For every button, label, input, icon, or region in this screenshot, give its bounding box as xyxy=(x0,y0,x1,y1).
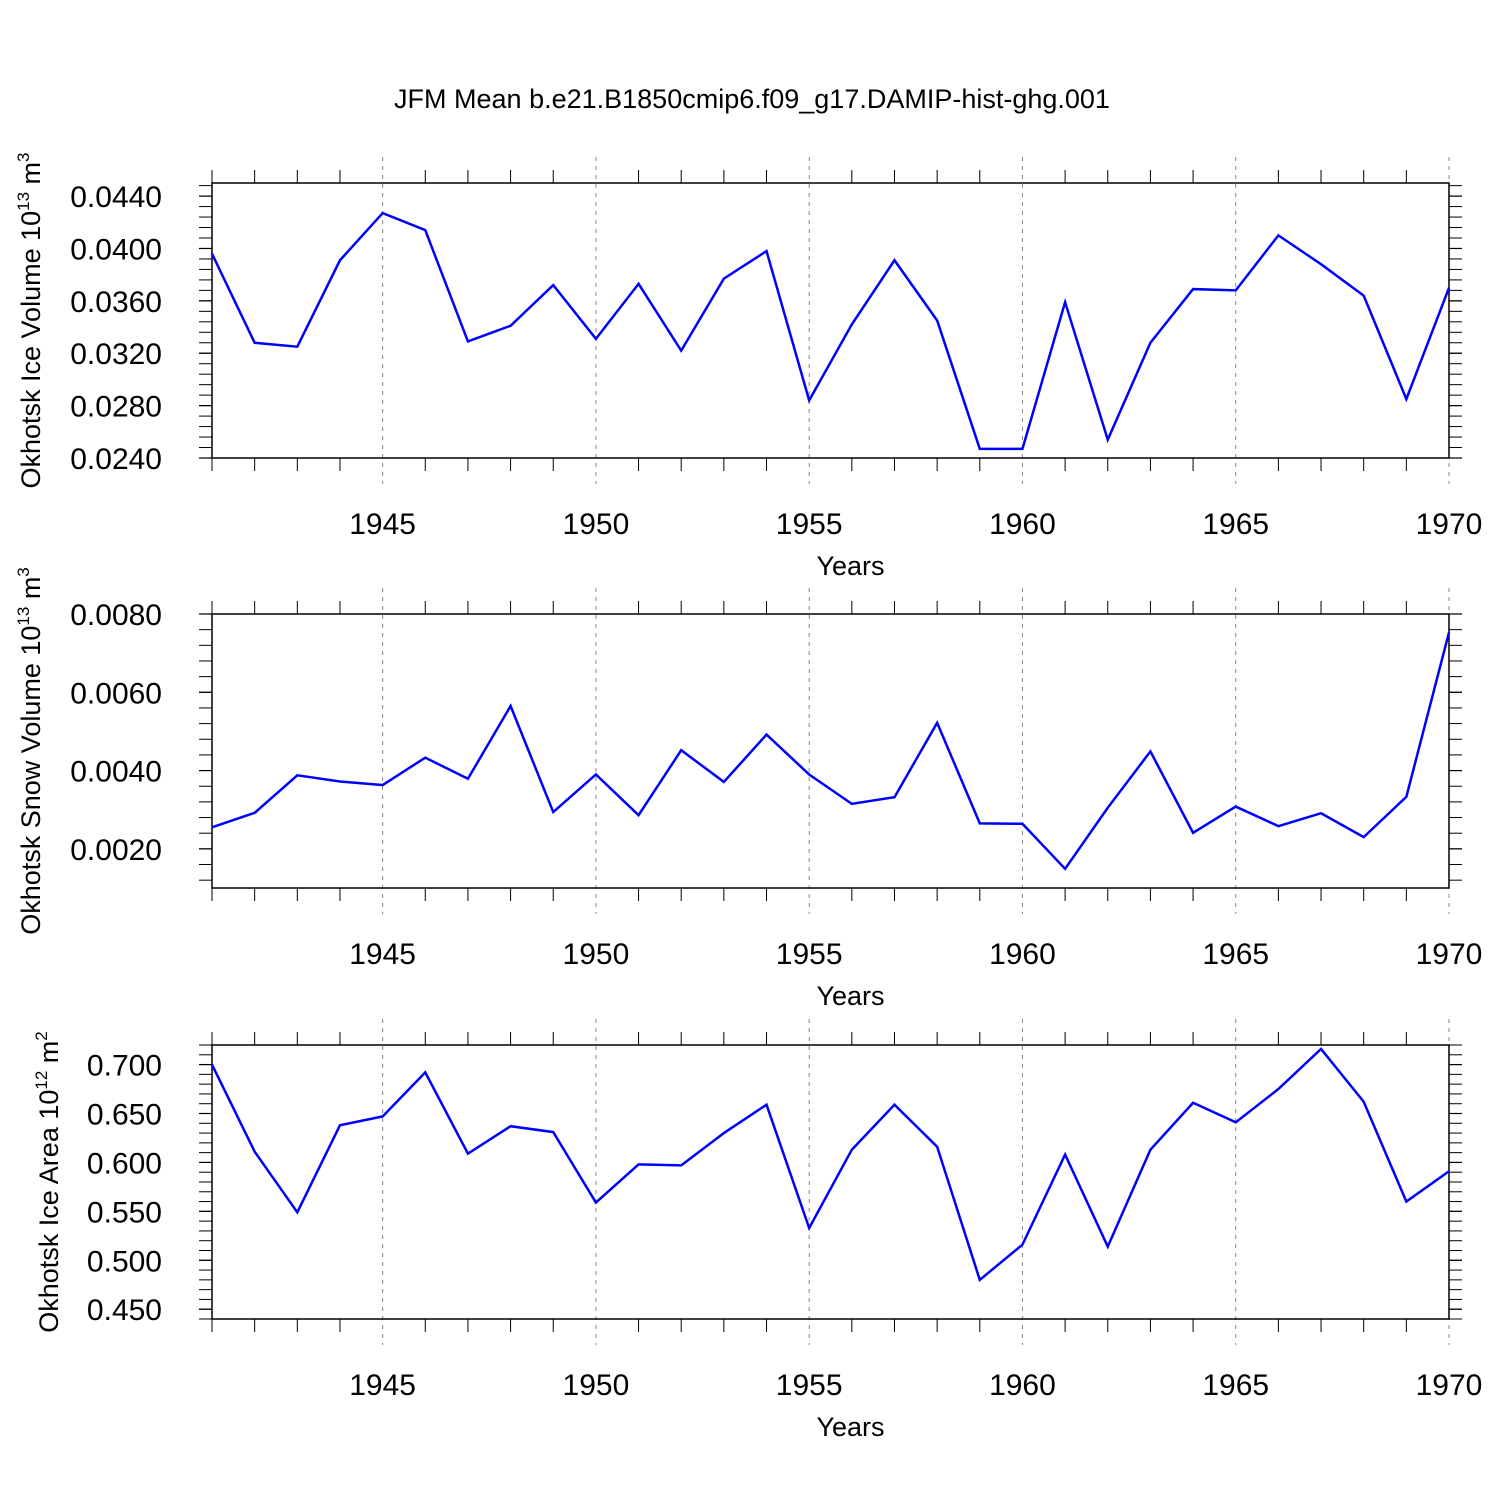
x-tick-label: 1945 xyxy=(349,508,416,541)
x-tick-label: 1955 xyxy=(776,938,843,971)
y-tick-label: 0.450 xyxy=(87,1294,162,1327)
y-tick-label: 0.650 xyxy=(87,1099,162,1132)
x-tick-label: 1960 xyxy=(989,1369,1056,1402)
x-tick-label: 1970 xyxy=(1416,508,1483,541)
plot-frame xyxy=(211,1044,1450,1320)
x-tick-label: 1965 xyxy=(1202,1369,1269,1402)
x-tick-label: 1950 xyxy=(563,1369,630,1402)
y-tick-label: 0.0280 xyxy=(70,391,162,424)
x-tick-label: 1955 xyxy=(776,1369,843,1402)
x-tick-label: 1970 xyxy=(1416,1369,1483,1402)
x-tick-label: 1945 xyxy=(349,938,416,971)
y-tick-label: 0.700 xyxy=(87,1050,162,1083)
y-tick-label: 0.0400 xyxy=(70,233,162,266)
x-tick-label: 1965 xyxy=(1202,508,1269,541)
y-tick-label: 0.0320 xyxy=(70,338,162,371)
y-tick-label: 0.0360 xyxy=(70,286,162,319)
y-tick-label: 0.500 xyxy=(87,1245,162,1278)
y-tick-label: 0.600 xyxy=(87,1147,162,1180)
y-tick-label: 0.0440 xyxy=(70,181,162,214)
x-axis-label: Years xyxy=(816,551,884,581)
chart-title: JFM Mean b.e21.B1850cmip6.f09_g17.DAMIP-… xyxy=(394,84,1110,114)
y-tick-label: 0.550 xyxy=(87,1196,162,1229)
panel-snow-volume: 0.0020 0.0040 0.0060 0.0080 1945 1950 1955 1960… xyxy=(14,567,1482,1011)
x-axis-label: Years xyxy=(816,981,884,1011)
x-axis-label: Years xyxy=(816,1412,884,1442)
series-line-snow-volume xyxy=(211,632,1451,871)
x-tick-label: 1945 xyxy=(349,1369,416,1402)
x-tick-label: 1970 xyxy=(1416,938,1483,971)
series-line-ice-volume xyxy=(210,211,1451,451)
x-tick-label: 1960 xyxy=(989,938,1056,971)
x-tick-label: 1950 xyxy=(563,938,630,971)
x-tick-label: 1950 xyxy=(563,508,630,541)
y-axis-label: Okhotsk Snow Volume 1013 m3 xyxy=(14,567,46,935)
y-tick-label: 0.0080 xyxy=(70,599,162,632)
y-axis-label: Okhotsk Ice Area 1012 m2 xyxy=(32,1031,64,1333)
panel-ice-volume: 0.0240 0.0280 0.0320 0.0360 0.0400 0.0440 1945… xyxy=(14,152,1482,581)
series-line-ice-area xyxy=(210,1047,1450,1282)
x-tick-label: 1955 xyxy=(776,508,843,541)
y-tick-label: 0.0020 xyxy=(70,834,162,867)
panel-ice-area: 0.450 0.500 0.550 0.600 0.650 0.700 1945 1950 19… xyxy=(32,1019,1482,1442)
plot-frame xyxy=(211,613,1450,889)
plot-frame xyxy=(211,182,1450,459)
y-tick-label: 0.0060 xyxy=(70,677,162,710)
y-tick-label: 0.0240 xyxy=(70,443,162,476)
y-tick-label: 0.0040 xyxy=(70,756,162,789)
x-tick-label: 1965 xyxy=(1202,938,1269,971)
x-tick-label: 1960 xyxy=(989,508,1056,541)
y-axis-label: Okhotsk Ice Volume 1013 m3 xyxy=(14,152,46,488)
